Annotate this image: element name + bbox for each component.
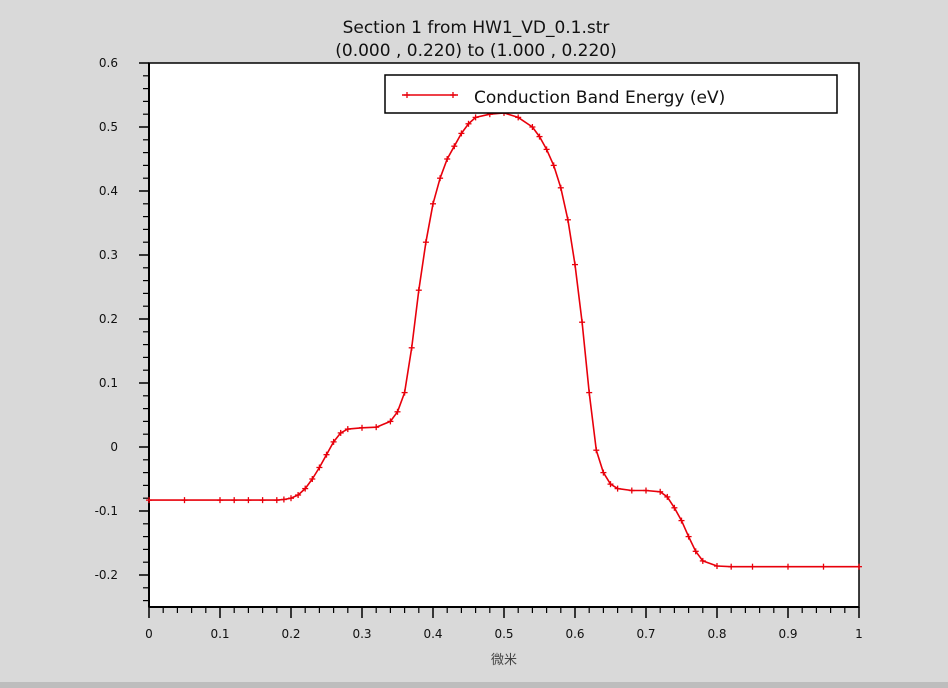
data-point [465, 120, 472, 127]
data-point [422, 239, 429, 246]
data-point [394, 408, 401, 415]
data-point [323, 451, 330, 458]
bottom-strip [0, 682, 948, 688]
y-tick-label: 0.3 [99, 248, 118, 262]
data-point [714, 563, 720, 570]
data-point [572, 261, 578, 268]
data-point [657, 488, 664, 495]
data-point [536, 133, 543, 140]
data-point [749, 563, 756, 570]
data-point [437, 175, 444, 182]
y-tick-label: 0.4 [99, 184, 118, 198]
data-point [685, 533, 692, 540]
x-tick-label: 0.9 [778, 627, 797, 641]
legend: Conduction Band Energy (eV) [384, 74, 838, 114]
data-point [557, 184, 564, 191]
data-point [564, 216, 571, 223]
data-point [614, 485, 621, 492]
data-point [288, 495, 294, 502]
x-tick-label: 0.2 [281, 627, 300, 641]
data-point [472, 114, 479, 121]
x-tick-label: 0.6 [565, 627, 584, 641]
x-tick-label: 0.4 [423, 627, 442, 641]
y-tick-label: 0.1 [99, 376, 118, 390]
data-point [344, 426, 351, 433]
x-tick-label: 0.7 [636, 627, 655, 641]
x-tick-label: 0.3 [352, 627, 371, 641]
data-point [728, 563, 735, 570]
data-point [217, 497, 223, 504]
x-tick-label: 0.1 [210, 627, 229, 641]
data-point [671, 504, 678, 511]
y-tick-label: 0.6 [99, 56, 118, 70]
y-tick-label: -0.2 [95, 568, 118, 582]
data-point [692, 548, 699, 555]
data-point [820, 563, 827, 570]
data-point [330, 438, 337, 445]
data-point [607, 481, 614, 488]
data-point [387, 418, 394, 425]
data-point [245, 497, 252, 504]
series-layer [146, 109, 862, 570]
data-point [280, 496, 287, 503]
data-point [643, 487, 649, 494]
legend-marker [450, 92, 456, 98]
data-point [373, 424, 380, 431]
data-point [458, 130, 465, 137]
legend-entry-label: Conduction Band Energy (eV) [474, 88, 725, 108]
x-tick-label: 0 [145, 627, 153, 641]
data-point [302, 485, 309, 492]
chart-subtitle: (0.000 , 0.220) to (1.000 , 0.220) [335, 41, 617, 61]
plot-area [148, 62, 860, 608]
legend-marker [404, 92, 410, 98]
y-tick-labels: -0.2 -0.1 0 0.1 0.2 0.3 0.4 0.5 0.6 [95, 56, 118, 582]
data-point [181, 497, 188, 504]
data-point [586, 389, 593, 396]
data-point [415, 287, 422, 294]
y-tick-label: 0.2 [99, 312, 118, 326]
data-point [529, 124, 536, 130]
data-point [550, 162, 557, 169]
data-point [231, 497, 238, 504]
x-axis-label: 微米 [491, 653, 517, 668]
data-point [273, 497, 280, 504]
y-tick-label: 0 [110, 440, 118, 454]
data-point [401, 389, 408, 396]
data-point [664, 493, 671, 500]
data-point [408, 344, 415, 351]
x-tick-label: 1 [855, 627, 863, 641]
data-point [543, 146, 550, 153]
data-point [579, 319, 586, 326]
x-tick-label: 0.8 [707, 627, 726, 641]
data-point [515, 114, 522, 121]
data-point [678, 517, 685, 524]
data-point [628, 487, 635, 494]
data-point [316, 464, 323, 471]
data-point [785, 563, 791, 570]
data-point [430, 200, 436, 207]
data-point [259, 497, 266, 504]
legend-box [384, 74, 838, 114]
ticks [139, 62, 860, 618]
legend-markers [404, 92, 456, 98]
data-point [337, 429, 344, 436]
data-point [359, 424, 365, 431]
x-tick-label: 0.5 [494, 627, 513, 641]
chart-title: Section 1 from HW1_VD_0.1.str [343, 18, 610, 38]
data-point [444, 156, 451, 162]
data-point [451, 143, 458, 150]
data-point [146, 497, 152, 504]
data-point [600, 469, 607, 476]
data-point [295, 492, 302, 498]
y-tick-label: 0.5 [99, 120, 118, 134]
y-tick-label: -0.1 [95, 504, 118, 518]
data-point [309, 476, 316, 482]
data-point [856, 563, 862, 570]
data-point [699, 557, 706, 564]
data-point [593, 447, 600, 454]
x-tick-labels: 0 0.1 0.2 0.3 0.4 0.5 0.6 0.7 0.8 0.9 1 [145, 627, 863, 641]
